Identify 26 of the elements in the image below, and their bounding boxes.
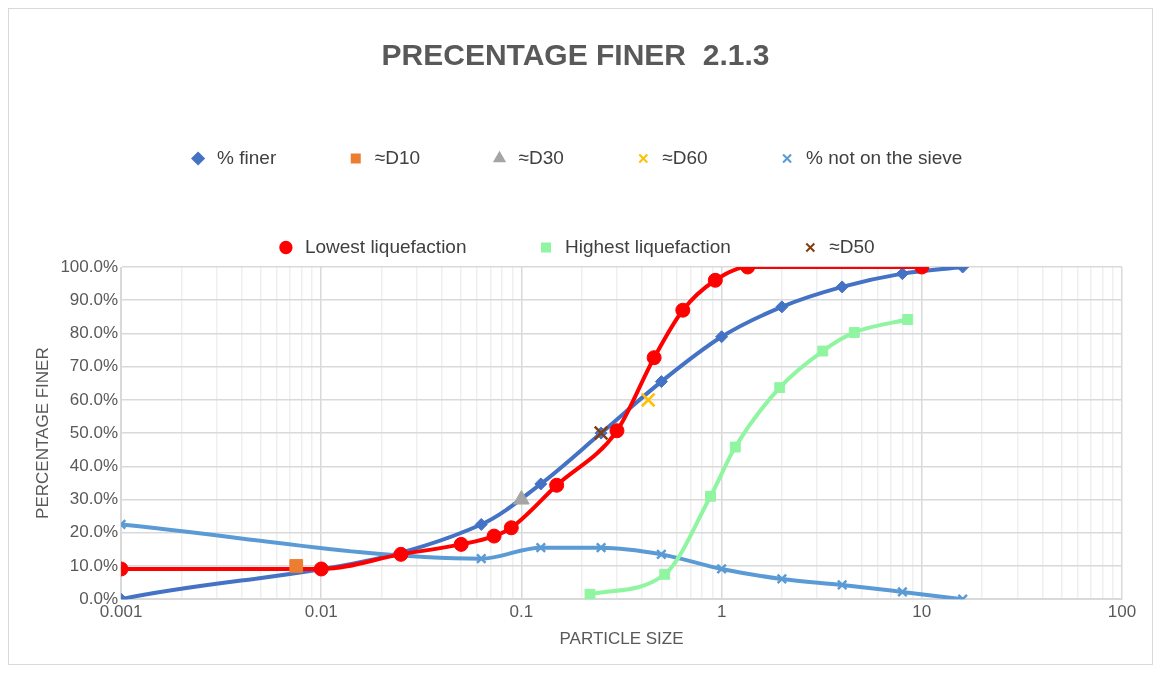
legend-label: ≈D30: [518, 146, 564, 168]
y-tick-label: 60.0%: [69, 389, 119, 409]
y-tick-label: 70.0%: [69, 356, 119, 376]
legend-label: Highest liquefaction: [565, 235, 731, 257]
y-tick-label: 40.0%: [69, 456, 119, 476]
x-tick-label: 10: [912, 602, 932, 622]
legend-label: ≈D60: [662, 146, 708, 168]
y-tick-label: 100.0%: [60, 256, 119, 276]
x-tick-label: 100: [1107, 602, 1137, 622]
legend-label: ≈D50: [829, 235, 875, 257]
legend-label: Lowest liquefaction: [304, 235, 467, 257]
x-axis-title: PARTICLE SIZE: [559, 629, 684, 649]
y-tick-label: 90.0%: [69, 289, 119, 309]
y-tick-label: 80.0%: [69, 323, 119, 343]
legend-label: ≈D10: [374, 146, 421, 168]
y-tick-label: 20.0%: [69, 522, 119, 542]
legend-label: % finer: [217, 146, 277, 168]
y-tick-label: 50.0%: [69, 422, 119, 442]
legend-label: % not on the sieve: [806, 146, 963, 168]
y-tick-label: 30.0%: [69, 489, 119, 509]
chart-title: PRECENTAGE FINER 2.1.3: [381, 38, 770, 72]
x-tick-label: 0.1: [509, 602, 534, 622]
y-axis-title: PERCENTAGE FINER: [32, 347, 52, 519]
x-tick-label: 0.01: [304, 602, 338, 622]
y-tick-label: 10.0%: [69, 555, 119, 575]
x-tick-label: 1: [716, 602, 727, 622]
